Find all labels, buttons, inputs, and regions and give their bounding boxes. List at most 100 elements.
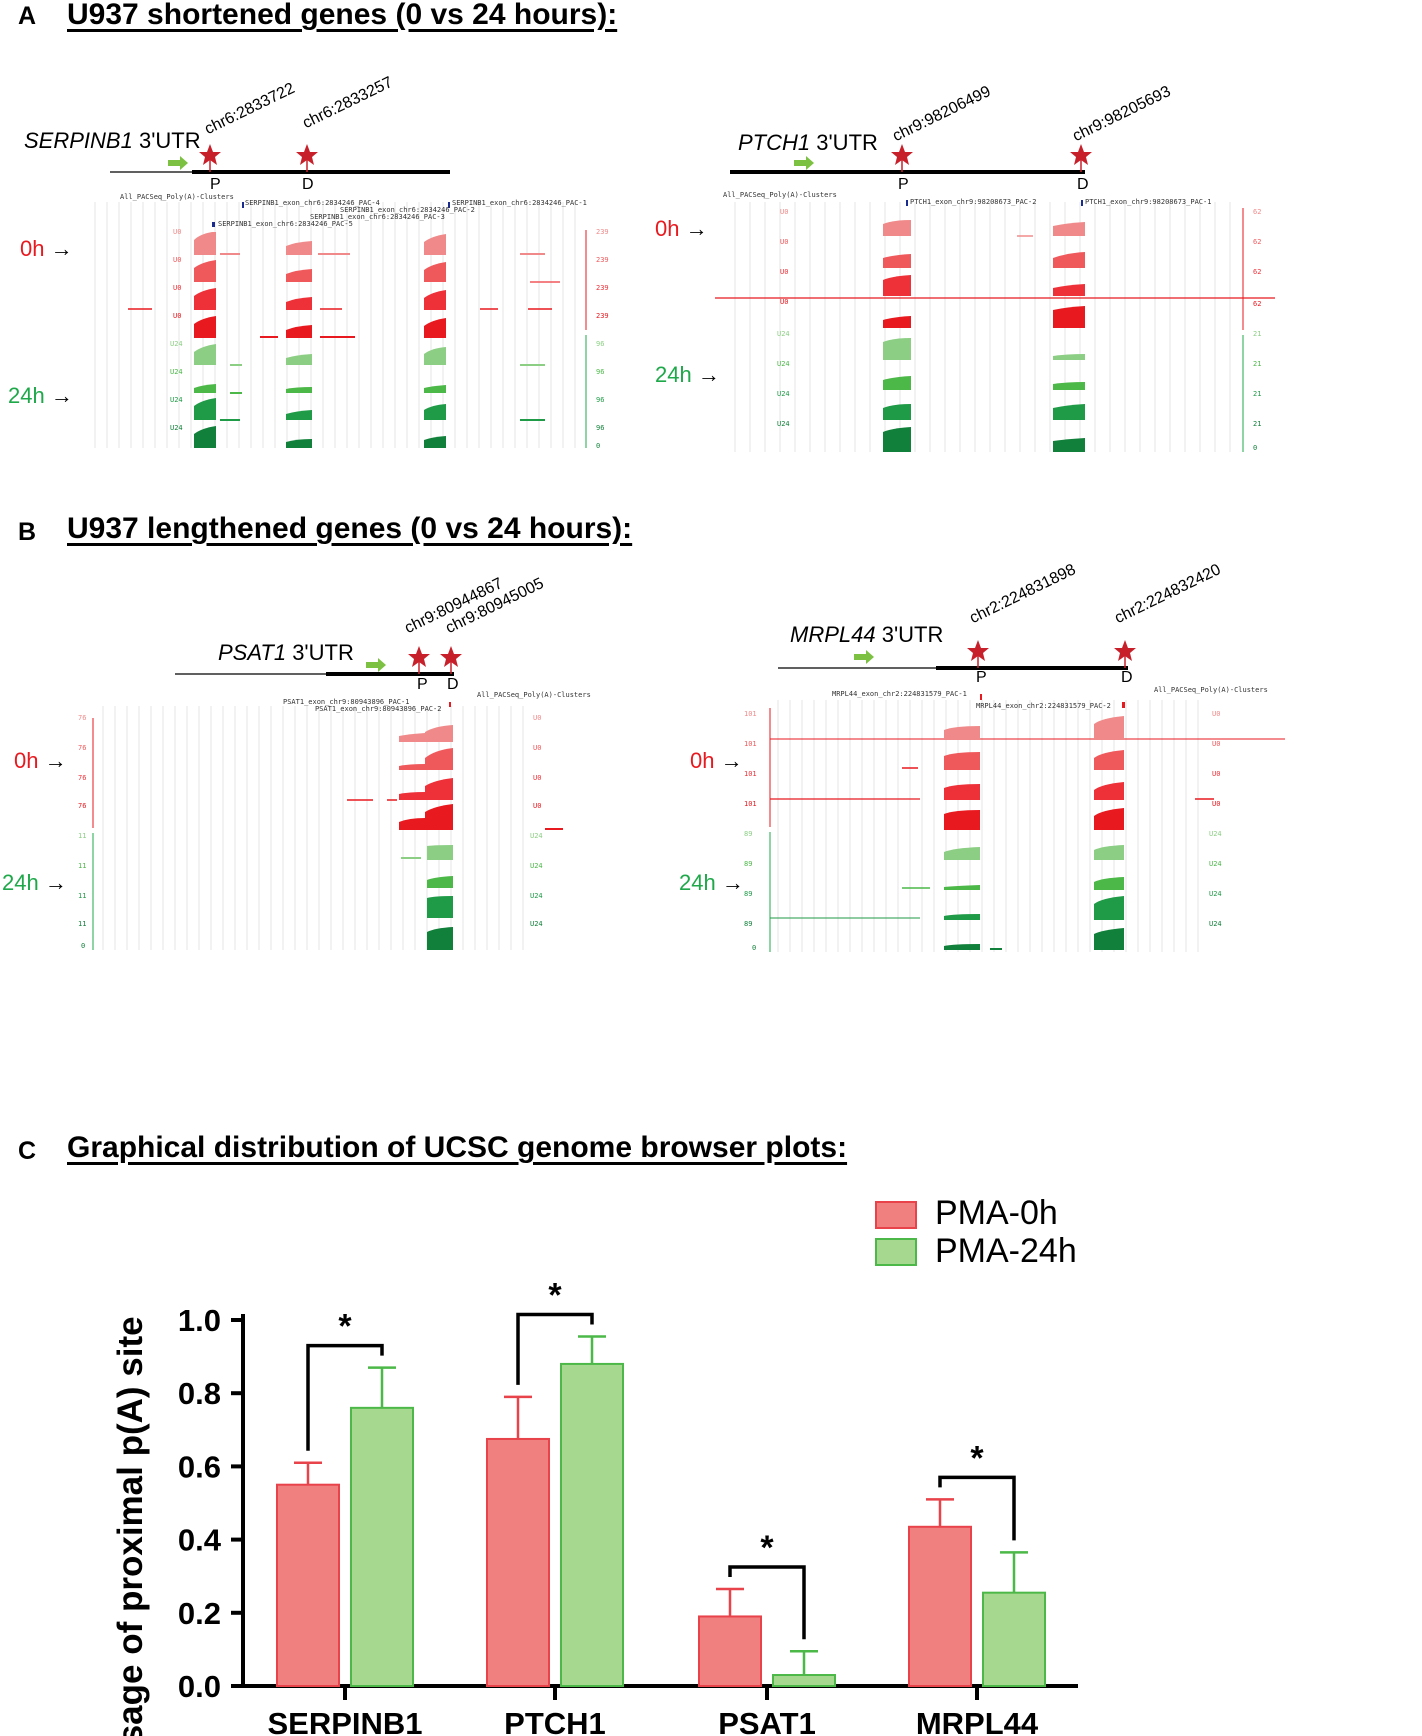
panel-b-letter: B [18,518,37,546]
star-icon [440,646,462,667]
ptch1-gene-name: PTCH1 [738,130,811,155]
psat1-track-name: U0 [533,774,542,782]
y-tick-label: 0.8 [178,1376,221,1411]
psat1-p-label: P [417,676,428,693]
psat1-track-name: U24 [530,892,543,900]
significance-bracket [306,1343,384,1451]
ptch1-proximal-coord: chr9:98206499 [890,83,994,146]
y-axis-label: Usage of proximal p(A) site [111,1316,150,1736]
x-tick-label-serpinb1: SERPINB1 [267,1706,422,1736]
y-tick-label: 0.4 [178,1523,222,1558]
psat1-feature-1: PSAT1_exon_chr9:80943896_PAC-1 [283,698,410,706]
bar-mrpl44-0h [908,1525,972,1688]
mrpl44-track-name: U24 [1209,890,1222,898]
serpinb1-p-label: P [210,176,221,193]
psat1-genome-browser: All_PACSeq_Poly(A)-Clusters PSAT1_exon_c… [75,688,615,953]
ptch1-track-name: U0 [780,298,789,306]
legend-label-24h: PMA-24h [935,1232,1077,1270]
ptch1-track-name: U24 [777,390,790,398]
ptch1-track-name: U0 [780,208,789,216]
ptch1-track-name: U24 [777,330,790,338]
ptch1-d-label: D [1077,176,1089,193]
significance-bracket [938,1475,1016,1541]
significance-star: * [548,1276,562,1314]
serpinb1-scale-max: 239 [596,256,609,264]
mrpl44-scale-max: 89 [744,860,753,868]
serpinb1-track-name: U0 [173,312,182,320]
mrpl44-scale-max: 101 [744,800,757,808]
panel-c-letter: C [18,1137,37,1165]
mrpl44-gene-label: MRPL44 3'UTR [790,622,943,648]
serpinb1-feature-4: SERPINB1_exon_chr6:2834246_PAC-3 [310,213,445,221]
mrpl44-genome-browser: MRPL44_exon_chr2:224831579_PAC-1 MRPL44_… [740,682,1285,954]
bar-ptch1-24h [560,1362,624,1687]
green-arrow-icon [854,650,874,664]
serpinb1-scale-max: 239 [596,228,609,236]
panel-b-title: U937 lengthened genes (0 vs 24 hours): [67,512,633,545]
serpinb1-d-label: D [302,176,314,193]
mrpl44-24h-label: 24h → [679,870,744,895]
legend-label-0h: PMA-0h [935,1194,1058,1232]
ptch1-track-header: All_PACSeq_Poly(A)-Clusters [723,191,837,199]
y-tick-label: 1.0 [178,1303,221,1338]
mrpl44-track-name: U0 [1212,710,1221,718]
mrpl44-d-label: D [1121,669,1133,686]
psat1-feature-2: PSAT1_exon_chr9:80943896_PAC-2 [315,705,442,713]
serpinb1-track-header: All_PACSeq_Poly(A)-Clusters [120,193,234,201]
ptch1-scale-max: 21 [1253,330,1262,338]
serpinb1-feature-5: SERPINB1_exon_chr6:2834246_PAC-5 [218,220,353,228]
legend-swatch-24h [875,1238,917,1266]
serpinb1-scale-max: 239 [596,312,609,320]
mrpl44-track-name: U0 [1212,800,1221,808]
mrpl44-track-name: U0 [1212,740,1221,748]
ptch1-scale-zero: 0 [1253,444,1258,452]
bar-chart: 0.0 0.2 0.4 0.6 0.8 1.0 Usage of proximal p(A)… [111,1276,1078,1736]
mrpl44-scale-max: 101 [744,710,757,718]
serpinb1-scale-max: 239 [596,284,609,292]
psat1-scale-max: 11 [78,832,87,840]
mrpl44-track-header: All_PACSeq_Poly(A)-Clusters [1154,686,1268,694]
serpinb1-track-name: U24 [170,340,183,348]
serpinb1-scale-max: 96 [596,424,605,432]
mrpl44-utr-diagram [778,640,1136,670]
bar-psat1-24h [772,1674,836,1687]
psat1-track-name: U0 [533,802,542,810]
mrpl44-track-name: U24 [1209,920,1222,928]
mrpl44-0h-label: 0h → [690,748,743,773]
serpinb1-track-name: U0 [173,228,182,236]
significance-bracket [516,1312,594,1385]
ptch1-scale-max: 21 [1253,360,1262,368]
mrpl44-scale-max: 89 [744,890,753,898]
psat1-track-name: U24 [530,832,543,840]
bar-serpinb1-24h [350,1406,414,1687]
psat1-d-label: D [447,676,459,693]
psat1-utr-suffix: 3'UTR [292,640,354,665]
mrpl44-track-name: U24 [1209,830,1222,838]
star-icon [296,144,318,165]
serpinb1-genome-browser: All_PACSeq_Poly(A)-Clusters SERPINB1_exo… [90,190,610,450]
psat1-scale-max: 76 [78,744,87,752]
serpinb1-distal-coord: chr6:2833257 [300,73,396,133]
psat1-scale-zero: 0 [81,942,86,950]
x-tick-label-ptch1: PTCH1 [504,1706,606,1736]
ptch1-p-label: P [898,176,909,193]
serpinb1-track-name: U0 [173,284,182,292]
ptch1-scale-max: 21 [1253,390,1262,398]
panel-c-title: Graphical distribution of UCSC genome br… [67,1131,848,1164]
green-arrow-icon [794,156,814,170]
bar-serpinb1-0h [276,1483,340,1687]
serpinb1-track-name: U24 [170,368,183,376]
mrpl44-p-label: P [976,669,987,686]
mrpl44-scale-max: 89 [744,920,753,928]
ptch1-scale-max: 62 [1253,300,1262,308]
psat1-scale-max: 11 [78,920,87,928]
psat1-track-header: All_PACSeq_Poly(A)-Clusters [477,691,591,699]
y-tick-label: 0.0 [178,1669,221,1704]
x-tick-label-psat1: PSAT1 [718,1706,816,1736]
serpinb1-gene-label: SERPINB1 3'UTR [24,128,201,154]
ptch1-utr-suffix: 3'UTR [816,130,878,155]
serpinb1-scale-max: 96 [596,396,605,404]
serpinb1-track-name: U0 [173,256,182,264]
serpinb1-feature-3: SERPINB1_exon_chr6:2834246_PAC-2 [340,206,475,214]
ptch1-scale-max: 62 [1253,208,1262,216]
